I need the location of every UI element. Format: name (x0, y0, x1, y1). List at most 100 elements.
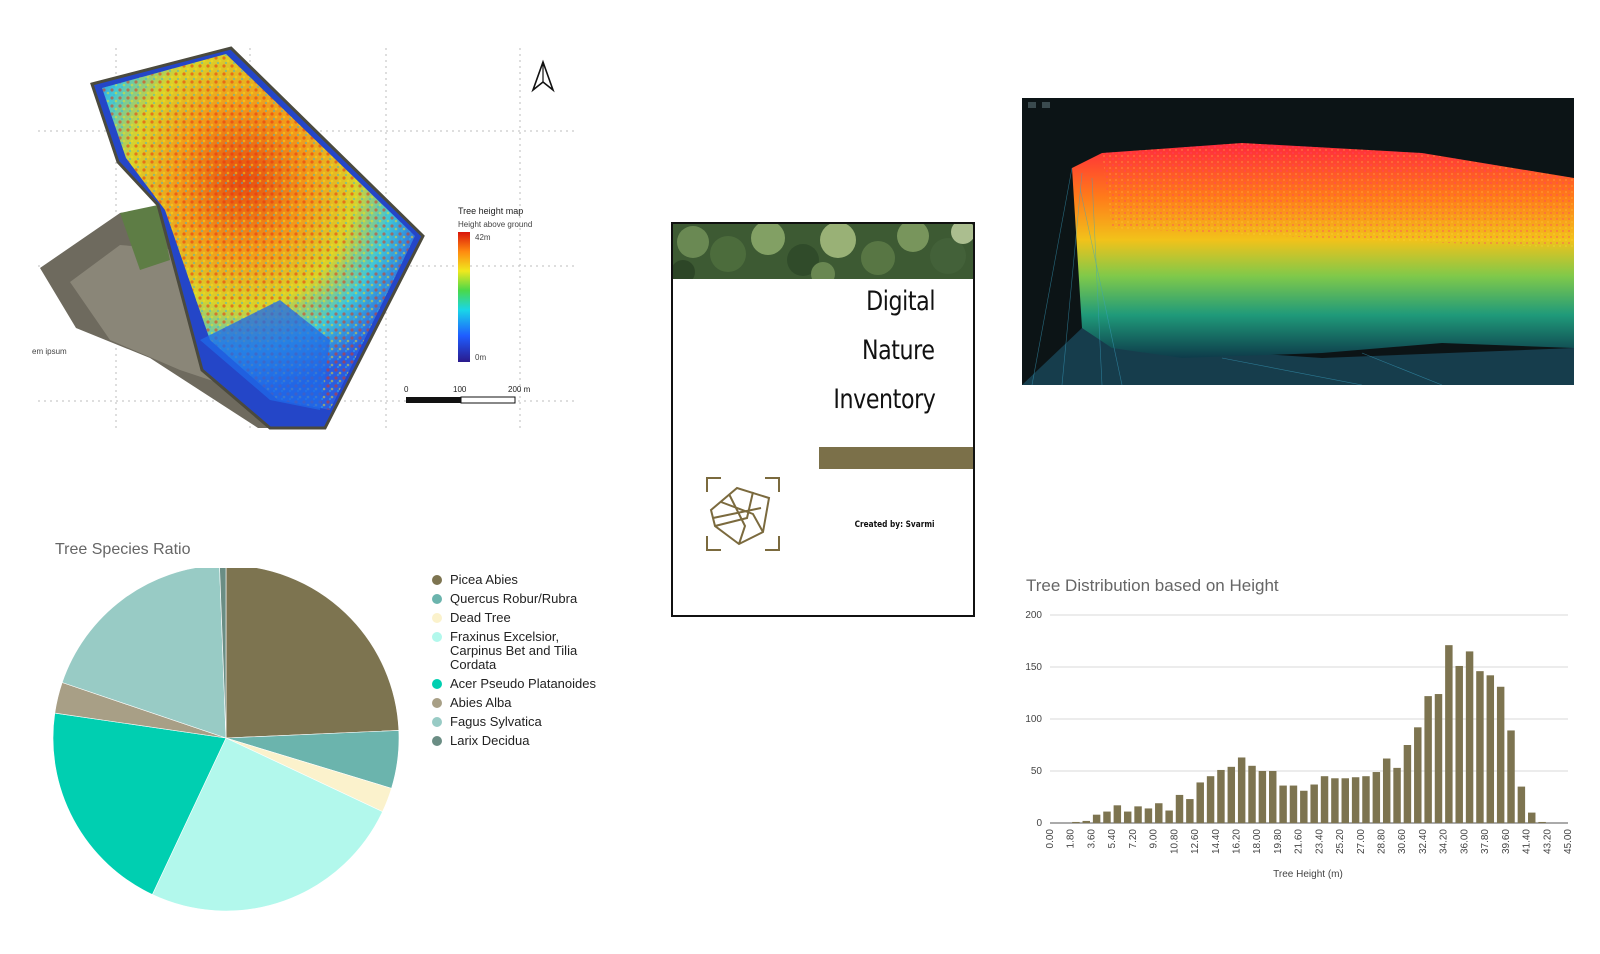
bar-48[interactable] (1538, 821, 1546, 823)
bar-7[interactable] (1113, 805, 1122, 823)
pie-legend-item[interactable]: Fraxinus Excelsior, Carpinus Bet and Til… (432, 630, 632, 672)
bar-28[interactable] (1331, 778, 1339, 823)
bar-x-tick-label: 36.00 (1459, 829, 1470, 854)
bar-47[interactable] (1528, 812, 1536, 823)
pie-slice-4[interactable] (151, 737, 383, 912)
bar-41[interactable] (1465, 651, 1474, 823)
bar-42[interactable] (1476, 671, 1484, 823)
legend-label: Dead Tree (450, 610, 511, 625)
bar-22[interactable] (1269, 771, 1277, 823)
pie-legend-item[interactable]: Picea Abies (432, 573, 632, 587)
pie-slice-1[interactable] (225, 568, 400, 739)
bar-35[interactable] (1403, 745, 1412, 823)
bar-25[interactable] (1300, 790, 1308, 823)
bar-34[interactable] (1393, 767, 1401, 823)
point-cloud-canvas[interactable] (1022, 98, 1574, 385)
pie-legend-item[interactable]: Dead Tree (432, 611, 632, 625)
pie-legend-item[interactable]: Abies Alba (432, 696, 632, 710)
pie-chart-title: Tree Species Ratio (55, 541, 191, 558)
bar-24[interactable] (1289, 785, 1298, 823)
bar-33[interactable] (1382, 758, 1391, 823)
bar-31[interactable] (1362, 776, 1370, 823)
pie-slice-7[interactable] (61, 568, 227, 739)
scale-label-0: 0 (404, 385, 409, 394)
bar-43[interactable] (1486, 675, 1495, 823)
pie-slice-8[interactable] (219, 568, 227, 739)
bar-14[interactable] (1186, 799, 1194, 823)
bar-3[interactable] (1072, 821, 1080, 823)
bar-x-tick-label: 43.20 (1542, 829, 1553, 854)
bar-13[interactable] (1175, 794, 1184, 823)
bar-9[interactable] (1134, 806, 1142, 823)
scale-label-200: 200 m (508, 385, 531, 394)
cover-title-line-3: Inventory (832, 384, 935, 415)
bar-30[interactable] (1351, 777, 1360, 823)
pie-legend-item[interactable]: Fagus Sylvatica (432, 715, 632, 729)
bar-10[interactable] (1144, 808, 1153, 823)
tree-height-map[interactable]: Tree height map Height above ground 42m … (30, 40, 590, 440)
bar-17[interactable] (1217, 769, 1225, 823)
bar-38[interactable] (1434, 694, 1443, 823)
height-distribution-chart[interactable]: 0 50 100 150 200 0.00 1.80 3.60 5.40 7.20 9.00 10.… (1020, 605, 1590, 905)
height-color-ramp (458, 232, 470, 362)
bar-45[interactable] (1507, 730, 1515, 823)
bar-29[interactable] (1341, 778, 1349, 823)
species-pie-chart[interactable] (48, 568, 428, 938)
bar-39[interactable] (1445, 645, 1453, 823)
report-cover[interactable]: Digital Nature Inventory Created by: Sva… (671, 222, 975, 617)
bar-20[interactable] (1248, 765, 1256, 823)
pie-legend: Picea Abies Quercus Robur/Rubra Dead Tree F… (432, 573, 632, 753)
map-legend-title: Tree height map (458, 206, 523, 216)
bar-x-tick-label: 37.80 (1480, 829, 1491, 854)
toolbar-icon-b[interactable] (1042, 102, 1050, 108)
bar-23[interactable] (1279, 785, 1287, 823)
cover-title-line-1: Digital (866, 286, 935, 317)
pie-slice-5[interactable] (52, 712, 227, 895)
bar-15[interactable] (1196, 782, 1204, 823)
bar-x-tick-label: 3.60 (1086, 829, 1097, 849)
bar-x-tick-label: 41.40 (1522, 829, 1533, 854)
pie-legend-item[interactable]: Larix Decidua (432, 734, 632, 748)
bar-4[interactable] (1082, 820, 1090, 823)
pie-legend-item[interactable]: Acer Pseudo Platanoides (432, 677, 632, 691)
bar-11[interactable] (1155, 803, 1163, 823)
bar-5[interactable] (1092, 814, 1101, 823)
bar-40[interactable] (1455, 665, 1463, 823)
bar-8[interactable] (1123, 811, 1132, 823)
bar-37[interactable] (1424, 696, 1432, 823)
legend-max-label: 42m (475, 233, 491, 242)
bar-x-tick-label: 18.00 (1252, 829, 1263, 854)
point-cloud-view[interactable] (1022, 98, 1574, 385)
scale-bar-white (460, 396, 516, 404)
bar-26[interactable] (1310, 784, 1318, 823)
map-canvas[interactable]: Tree height map Height above ground 42m … (30, 40, 590, 440)
legend-swatch (432, 717, 442, 727)
bar-18[interactable] (1227, 766, 1236, 823)
bar-19[interactable] (1237, 757, 1246, 823)
bar-y-tick-label: 100 (1025, 714, 1042, 725)
bar-44[interactable] (1496, 686, 1505, 823)
map-legend-subtitle: Height above ground (458, 220, 532, 229)
bar-x-tick-label: 32.40 (1418, 829, 1429, 854)
bar-chart-title: Tree Distribution based on Height (1026, 576, 1279, 595)
bar-x-tick-label: 1.80 (1066, 829, 1077, 849)
bar-16[interactable] (1206, 776, 1215, 823)
toolbar-icon-a[interactable] (1028, 102, 1036, 108)
bar-x-tick-label: 45.00 (1563, 829, 1574, 854)
bar-12[interactable] (1165, 810, 1173, 823)
bar-y-tick-label: 0 (1036, 818, 1042, 829)
bar-32[interactable] (1372, 772, 1381, 823)
bar-6[interactable] (1103, 811, 1111, 823)
bar-x-tick-label: 5.40 (1107, 829, 1118, 849)
bar-27[interactable] (1320, 776, 1329, 823)
legend-swatch (432, 679, 442, 689)
mesh-logo-icon (706, 477, 780, 551)
map-side-text: em ipsum (32, 347, 67, 356)
bar-x-tick-label: 21.60 (1294, 829, 1305, 854)
legend-label: Fraxinus Excelsior, Carpinus Bet and Til… (450, 629, 578, 672)
bar-36[interactable] (1414, 727, 1422, 823)
pie-legend-item[interactable]: Quercus Robur/Rubra (432, 592, 632, 606)
bar-y-tick-label: 200 (1025, 610, 1042, 621)
bar-21[interactable] (1258, 771, 1267, 823)
bar-46[interactable] (1517, 786, 1526, 823)
